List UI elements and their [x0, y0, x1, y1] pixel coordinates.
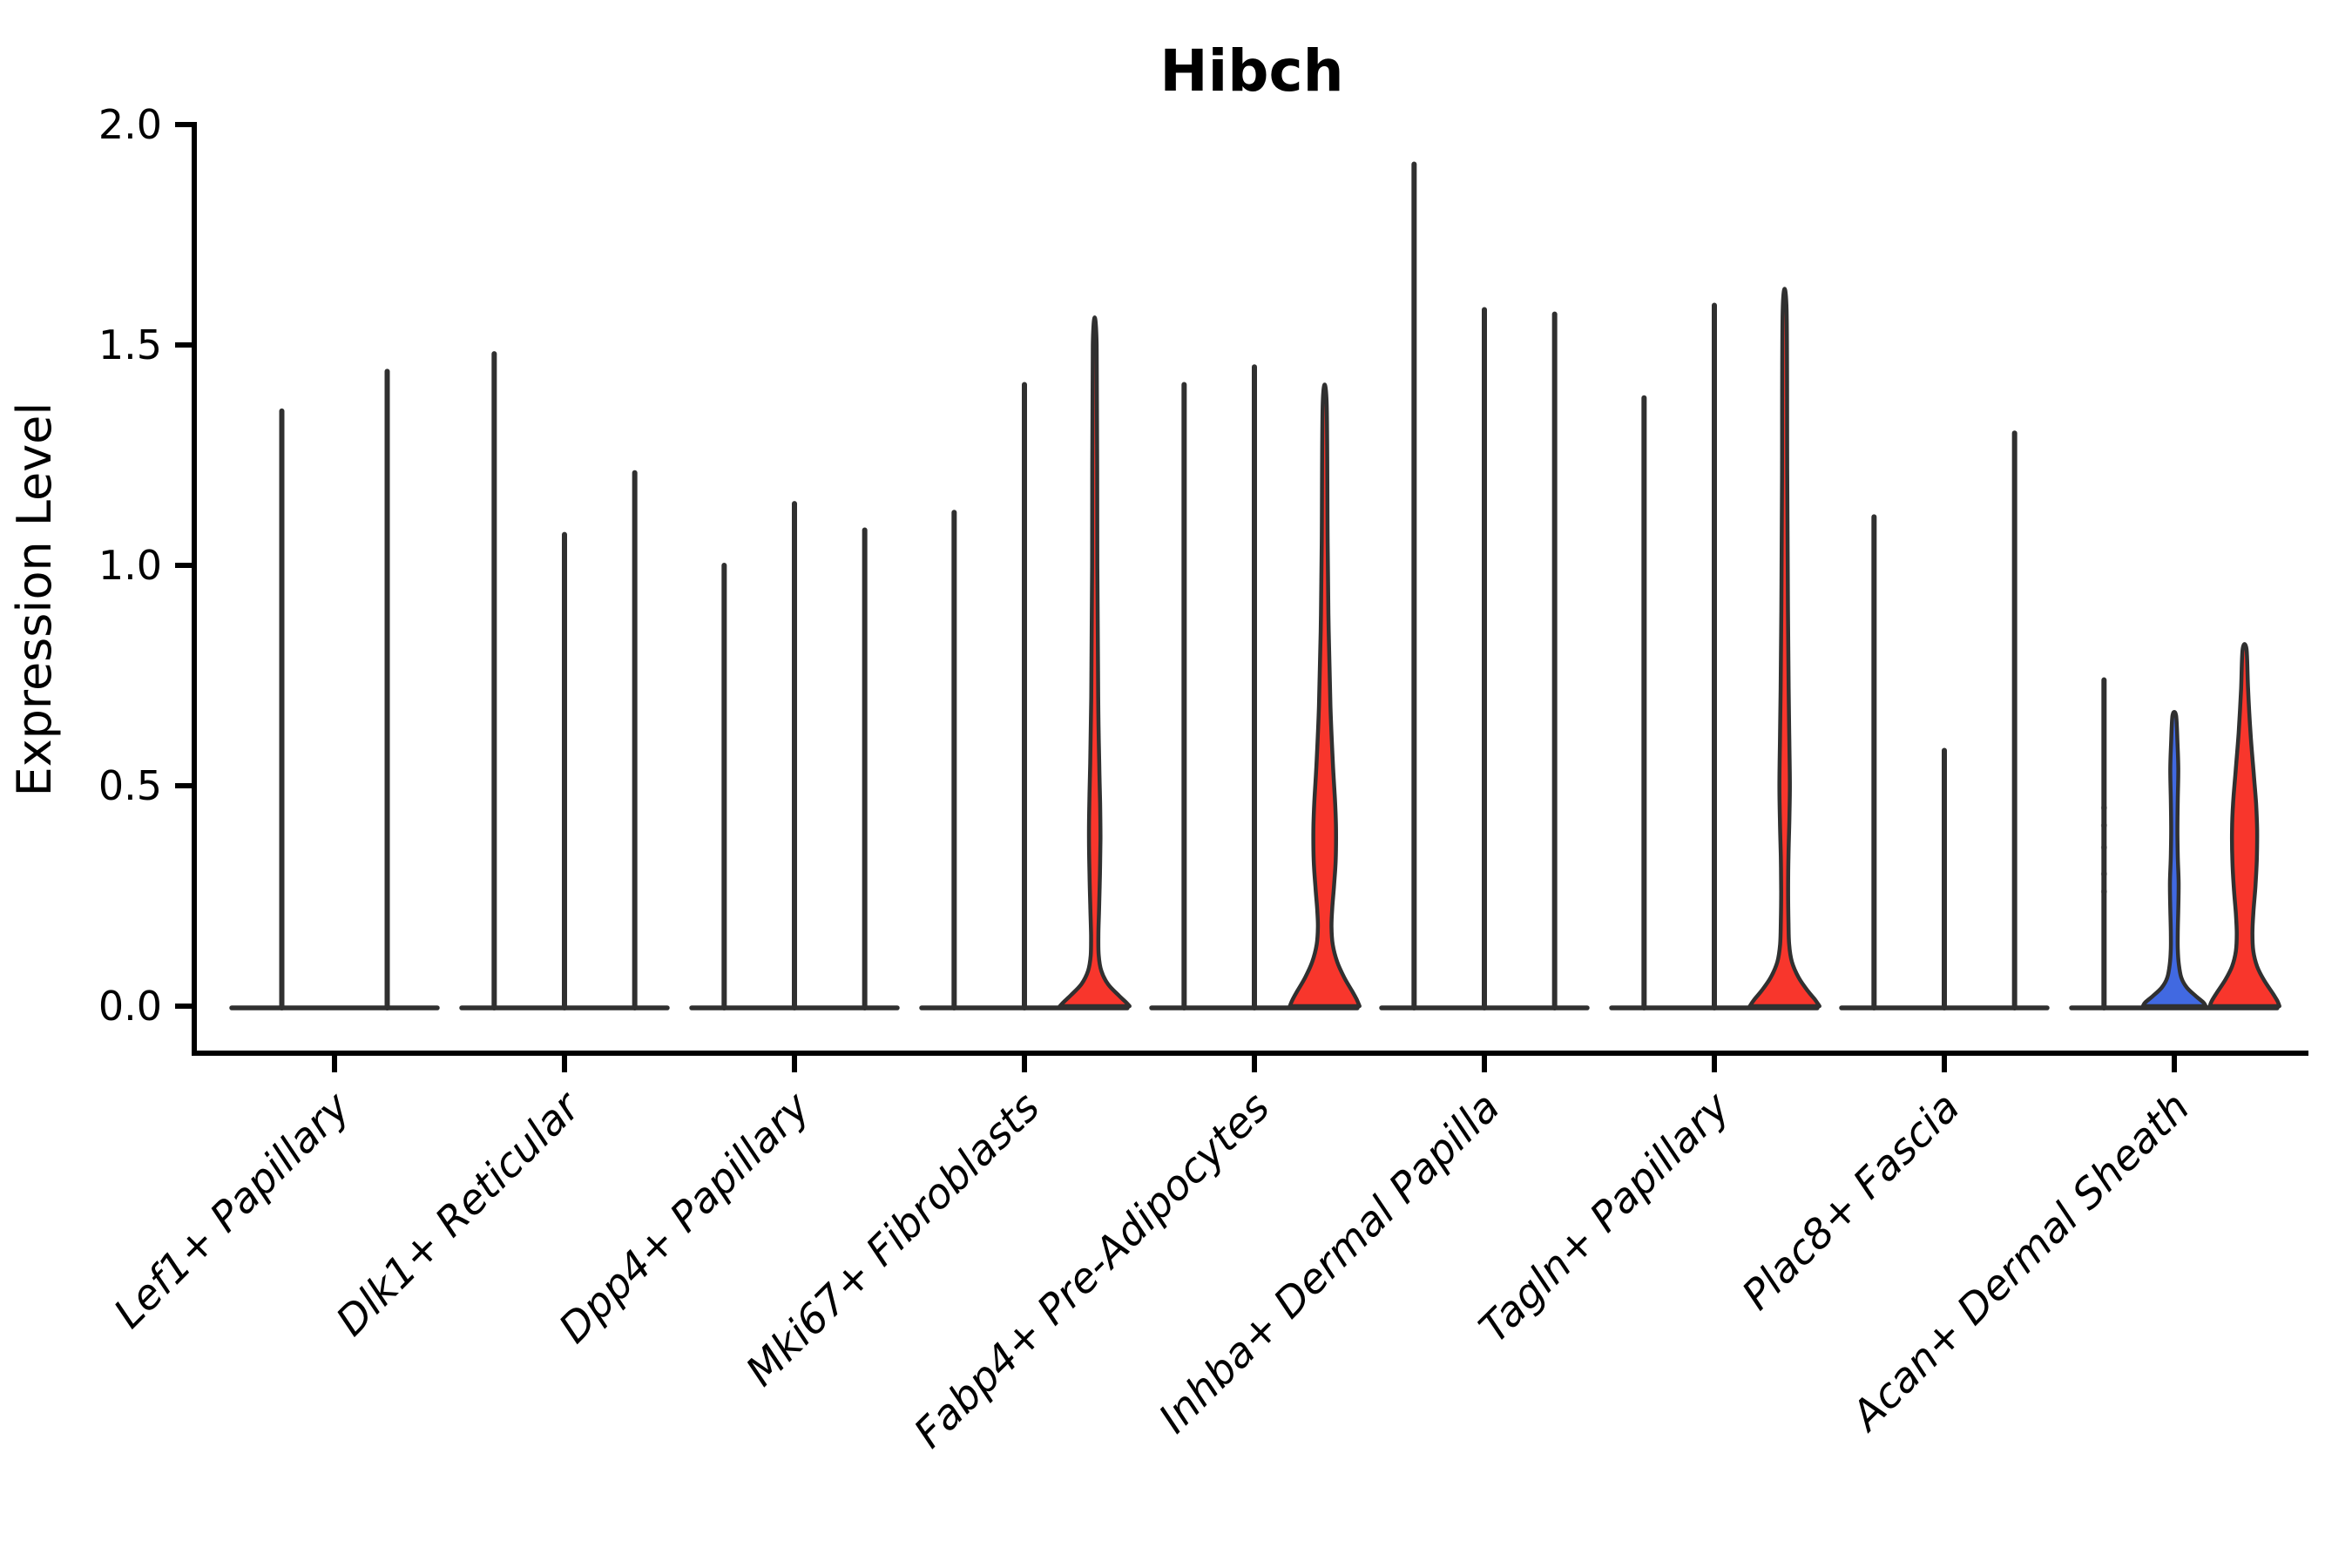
y-tick-label: 1.0 [98, 542, 162, 589]
jitter-dot [2100, 804, 2107, 811]
violin-red [1058, 315, 1132, 1009]
jitter-dot [2100, 822, 2107, 829]
y-tick-label: 1.5 [98, 321, 162, 368]
x-tick-label: Dlk1+ Reticular [328, 1082, 591, 1346]
y-tick-label: 2.0 [98, 101, 162, 148]
violin-red [1288, 382, 1362, 1009]
y-tick-label: 0.0 [98, 983, 162, 1030]
x-tick-label: Plac8+ Fascia [1733, 1084, 1969, 1320]
jitter-dot [2100, 870, 2107, 877]
jitter-dot [2100, 844, 2107, 851]
violin-red [1747, 287, 1821, 1009]
y-axis-label: Expression Level [7, 402, 62, 797]
violin-red [2207, 642, 2281, 1009]
x-tick-label: Tagln+ Papillary [1470, 1083, 1740, 1353]
violin-blue [2140, 710, 2208, 1009]
y-tick-label: 0.5 [98, 762, 162, 809]
x-tick-label: Dpp4+ Papillary [550, 1083, 820, 1353]
jitter-dot [2100, 888, 2107, 895]
x-tick-label: Lef1+ Papillary [105, 1083, 360, 1338]
plot-title: Hibch [1159, 37, 1343, 105]
